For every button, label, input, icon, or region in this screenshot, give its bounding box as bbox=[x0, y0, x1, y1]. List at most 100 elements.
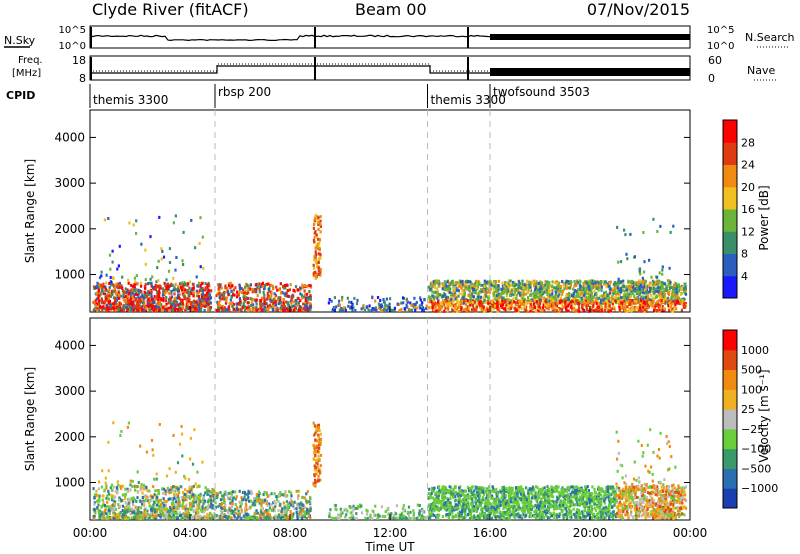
velocity-cell-716 bbox=[199, 514, 202, 518]
velocity-cell-191 bbox=[191, 491, 194, 495]
power-cell-3562 bbox=[544, 300, 547, 304]
power-cell-892 bbox=[205, 292, 209, 295]
power-cell-1310 bbox=[303, 295, 306, 299]
power-cell-3913 bbox=[631, 279, 634, 283]
power-cell-1646 bbox=[396, 302, 399, 306]
power-cell-3361 bbox=[674, 305, 677, 309]
power-cell-748 bbox=[134, 297, 137, 301]
power-cell-3491 bbox=[516, 303, 520, 307]
power-cell-607 bbox=[159, 286, 162, 290]
power-cell-370 bbox=[133, 289, 136, 293]
velocity-cell-231 bbox=[118, 512, 121, 516]
power-cell-2841 bbox=[627, 287, 630, 290]
power-cell-3788 bbox=[446, 299, 449, 303]
power-cell-1408 bbox=[135, 219, 138, 223]
power-cell-656 bbox=[140, 298, 143, 301]
power-cell-3765 bbox=[643, 304, 646, 308]
power-cell-797 bbox=[118, 304, 121, 308]
power-cell-3620 bbox=[658, 303, 661, 307]
power-cell-2880 bbox=[644, 280, 647, 284]
velocity-cell-771 bbox=[183, 516, 186, 520]
power-cell-2669 bbox=[580, 291, 583, 295]
power-cell-1440 bbox=[160, 247, 163, 251]
power-cell-1845 bbox=[547, 295, 550, 299]
power-cell-3155 bbox=[493, 293, 496, 297]
velocity-cell-404 bbox=[151, 508, 155, 512]
velocity-cell-699 bbox=[126, 508, 129, 512]
power-cell-1444 bbox=[151, 275, 154, 279]
power-cell-1 bbox=[97, 287, 100, 291]
freq-right-tick-top: 60 bbox=[708, 54, 722, 67]
power-cell-404 bbox=[114, 292, 117, 296]
power-cell-3789 bbox=[643, 308, 647, 312]
velocity-cell-153 bbox=[185, 498, 188, 502]
power-cell-2937 bbox=[646, 295, 649, 299]
velocity-cell-685 bbox=[198, 500, 201, 504]
power-cell-3616 bbox=[529, 305, 532, 309]
power-cell-1545 bbox=[314, 217, 317, 221]
velocity-cell-591 bbox=[146, 499, 150, 503]
power-cell-2596 bbox=[587, 279, 590, 283]
power-cell-3684 bbox=[660, 301, 663, 305]
power-cell-283 bbox=[150, 281, 153, 285]
power-cell-3893 bbox=[661, 265, 664, 269]
power-cell-724 bbox=[173, 308, 176, 312]
velocity-cell-570 bbox=[114, 495, 117, 499]
power-cell-3726 bbox=[452, 299, 455, 303]
power-cell-895 bbox=[207, 288, 210, 292]
velocity-cell-663 bbox=[198, 498, 201, 502]
power-cell-1010 bbox=[216, 283, 220, 287]
power-cell-3496 bbox=[668, 301, 671, 305]
power-cell-1090 bbox=[265, 307, 268, 311]
power-cell-1657 bbox=[419, 298, 422, 302]
velocity-cell-792 bbox=[154, 508, 157, 512]
power-cell-861 bbox=[137, 298, 140, 302]
power-cell-2646 bbox=[587, 295, 591, 299]
power-cell-3688 bbox=[679, 300, 682, 304]
power-cell-1343 bbox=[263, 300, 266, 304]
power-cell-465 bbox=[106, 292, 109, 296]
power-cell-3114 bbox=[641, 297, 645, 301]
power-cell-1448 bbox=[157, 259, 160, 263]
velocity-cell-252 bbox=[173, 493, 176, 496]
power-cell-1299 bbox=[244, 299, 247, 303]
power-cell-1219 bbox=[220, 308, 224, 312]
power-cell-3303 bbox=[465, 310, 468, 313]
power-cell-2333 bbox=[571, 298, 574, 302]
power-cell-2860 bbox=[614, 288, 617, 292]
velocity-cell-313 bbox=[178, 500, 181, 504]
power-cell-155 bbox=[206, 285, 209, 289]
power-cell-549 bbox=[165, 307, 168, 311]
velocity-cell-204 bbox=[138, 517, 141, 520]
power-cell-3541 bbox=[575, 299, 578, 303]
power-cell-871 bbox=[174, 304, 177, 308]
power-cell-3461 bbox=[565, 307, 568, 311]
power-cell-1670 bbox=[405, 303, 408, 307]
velocity-cell-186 bbox=[121, 504, 124, 508]
power-cell-395 bbox=[122, 290, 125, 294]
power-cell-1336 bbox=[221, 293, 224, 297]
power-cell-2635 bbox=[534, 288, 537, 292]
power-cell-1374 bbox=[270, 294, 273, 298]
power-cell-2661 bbox=[543, 290, 546, 294]
velocity-cell-737 bbox=[192, 516, 195, 520]
power-cell-1394 bbox=[307, 306, 310, 310]
power-cell-2491 bbox=[457, 294, 460, 298]
velocity-cell-751 bbox=[153, 501, 156, 505]
power-cell-2893 bbox=[527, 286, 530, 290]
power-cell-1380 bbox=[296, 304, 299, 307]
power-cell-3613 bbox=[505, 303, 508, 307]
velocity-cell-525 bbox=[170, 511, 173, 515]
power-cell-725 bbox=[164, 299, 168, 303]
power-cell-254 bbox=[142, 308, 145, 312]
power-cell-3740 bbox=[658, 299, 661, 303]
power-cell-2955 bbox=[580, 297, 583, 300]
power-cell-3690 bbox=[467, 309, 470, 313]
power-cell-3914 bbox=[656, 275, 659, 279]
power-cell-3792 bbox=[493, 304, 497, 308]
velocity-cell-638 bbox=[150, 511, 153, 515]
power-cell-2849 bbox=[683, 286, 686, 290]
power-cell-3140 bbox=[466, 283, 469, 287]
velocity-cell-267 bbox=[93, 493, 96, 497]
